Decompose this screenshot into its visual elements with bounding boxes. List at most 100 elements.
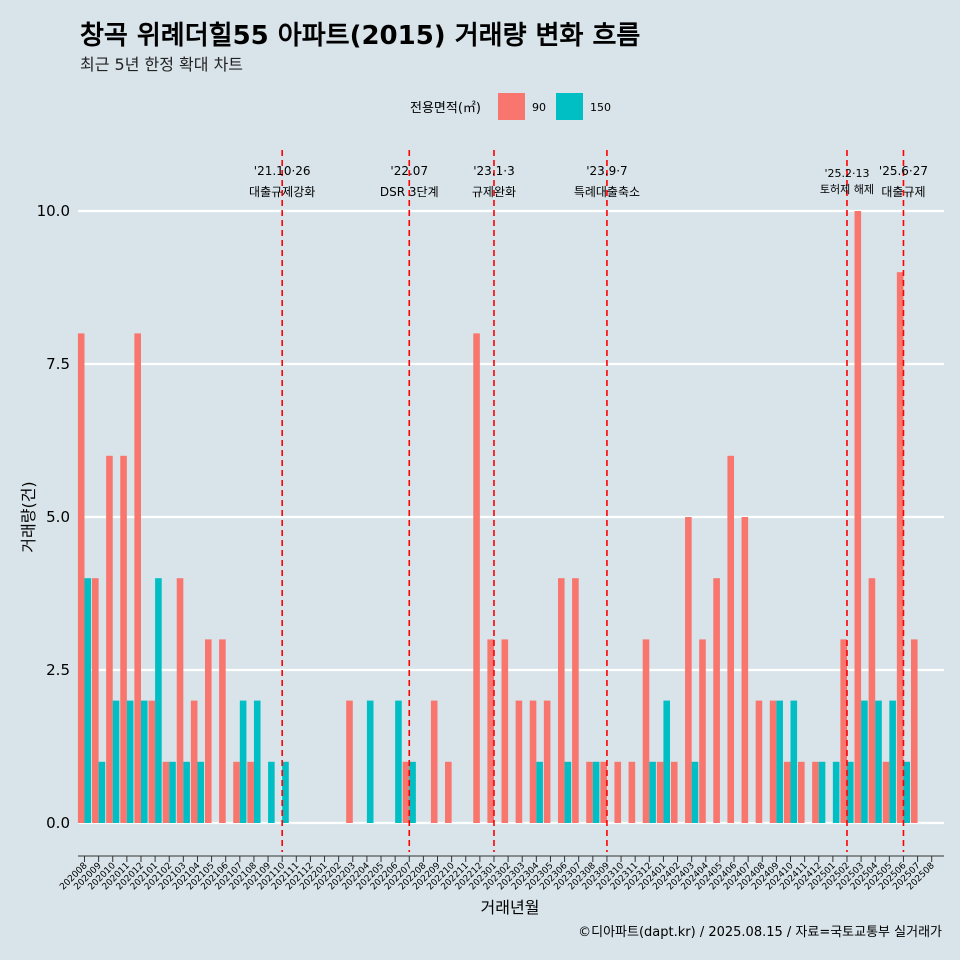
bar-90-202505: [882, 761, 890, 823]
bar-150-202312: [649, 761, 656, 823]
x-axis-title: 거래년월: [481, 898, 540, 917]
y-tick-label: 2.5: [46, 661, 70, 679]
bar-90-202106: [219, 639, 226, 823]
bar-90-202411: [798, 761, 805, 823]
y-axis-title: 거래량(건): [19, 481, 38, 552]
bar-90-202408: [755, 700, 763, 823]
bar-150-202107: [239, 700, 247, 823]
bar-150-202503: [861, 700, 868, 823]
bar-90-202503: [854, 211, 862, 823]
bar-150-202502: [846, 761, 854, 823]
bar-90-202412: [812, 761, 819, 823]
bar-150-202103: [183, 761, 190, 823]
bar-150-202403: [691, 761, 699, 823]
bar-150-202410: [790, 700, 798, 823]
legend-swatch-90: [498, 93, 525, 120]
event-label: 규제완화: [472, 185, 516, 199]
bar-90-202307: [572, 578, 579, 823]
bar-90-202108: [247, 761, 254, 823]
bar-150-202409: [776, 700, 783, 823]
bar-90-202012: [134, 333, 141, 823]
bar-90-202207: [402, 761, 410, 823]
event-date: '23.9·7: [586, 164, 627, 178]
bar-90-202506: [896, 272, 904, 823]
bar-90-202409: [769, 700, 777, 823]
legend-swatch-150: [556, 93, 583, 120]
bar-150-202009: [98, 761, 106, 823]
bar-90-202312: [642, 639, 650, 823]
bar-150-202504: [875, 700, 882, 823]
bar-90-202305: [543, 700, 551, 823]
bar-150-202104: [197, 761, 205, 823]
bar-90-202504: [868, 578, 876, 823]
legend-label-90: 90: [532, 101, 546, 114]
bar-90-202507: [910, 639, 918, 823]
bar-150-202011: [126, 700, 134, 823]
bar-90-202203: [346, 700, 353, 823]
chart-subtitle: 최근 5년 한정 확대 차트: [80, 55, 243, 74]
bar-150-202108: [253, 700, 261, 823]
y-tick-label: 0.0: [46, 814, 70, 832]
bar-90-202009: [92, 578, 99, 823]
bar-90-202407: [741, 517, 749, 823]
bar-90-202309: [600, 761, 607, 823]
bar-90-202304: [529, 700, 537, 823]
bar-150-202010: [112, 700, 120, 823]
event-lines: '21.10·26 대출규제강화 '22.07 DSR 3단계 '23.1·3 규제완화 '…: [249, 150, 928, 852]
bar-150-202204: [366, 700, 374, 823]
bar-90-202301: [487, 639, 494, 823]
bar-150-202506: [903, 761, 911, 823]
bar-90-202401: [656, 761, 664, 823]
legend: 전용면적(㎡) 90 150: [410, 93, 611, 120]
bar-90-202402: [670, 761, 678, 823]
bar-150-202109: [268, 761, 275, 823]
bar-90-202103: [176, 578, 184, 823]
bar-90-202410: [783, 761, 791, 823]
chart-title: 창곡 위례더힐55 아파트(2015) 거래량 변화 흐름: [80, 21, 640, 51]
bar-90-202010: [106, 455, 113, 823]
bar-150-202412: [818, 761, 826, 823]
bar-90-202107: [233, 761, 240, 823]
bar-150-202304: [536, 761, 543, 823]
bar-90-202212: [473, 333, 480, 823]
event-date: '23.1·3: [473, 164, 514, 178]
bar-150-202102: [169, 761, 176, 823]
bar-150-202505: [889, 700, 896, 823]
legend-title: 전용면적(㎡): [410, 101, 481, 116]
bar-90-202008: [77, 333, 85, 823]
bar-90-202302: [501, 639, 509, 823]
bar-90-202105: [204, 639, 212, 823]
bar-150-202110: [282, 761, 289, 823]
event-date: '25.2·13: [824, 167, 869, 180]
bar-150-202306: [564, 761, 572, 823]
bar-90-202311: [628, 761, 636, 823]
bar-90-202405: [713, 578, 720, 823]
legend-label-150: 150: [590, 101, 611, 114]
bar-90-202310: [614, 761, 622, 823]
bar-90-202502: [840, 639, 847, 823]
caption: ©디아파트(dapt.kr) / 2025.08.15 / 자료=국토교통부 실…: [578, 925, 942, 940]
event-date: '22.07: [390, 164, 428, 178]
y-tick-label: 10.0: [37, 202, 70, 220]
bar-90-202011: [120, 455, 127, 823]
bar-150-202308: [592, 761, 600, 823]
bar-90-202308: [586, 761, 593, 823]
bar-90-202104: [190, 700, 198, 823]
bar-150-202501: [832, 761, 840, 823]
bar-90-202102: [162, 761, 170, 823]
bar-90-202403: [685, 517, 692, 823]
bar-90-202404: [699, 639, 706, 823]
bar-90-202406: [727, 455, 735, 823]
y-tick-label: 7.5: [46, 355, 70, 373]
bar-150-202207: [409, 761, 416, 823]
bar-150-202401: [663, 700, 671, 823]
bar-90-202210: [445, 761, 452, 823]
bar-90-202303: [515, 700, 523, 823]
bar-150-202206: [395, 700, 402, 823]
y-tick-label: 5.0: [46, 508, 70, 526]
bars: [77, 211, 918, 823]
bar-90-202101: [148, 700, 156, 823]
y-axis: 0.0 2.5 5.0 7.5 10.0: [37, 202, 70, 832]
event-label: 대출규제: [881, 185, 925, 199]
